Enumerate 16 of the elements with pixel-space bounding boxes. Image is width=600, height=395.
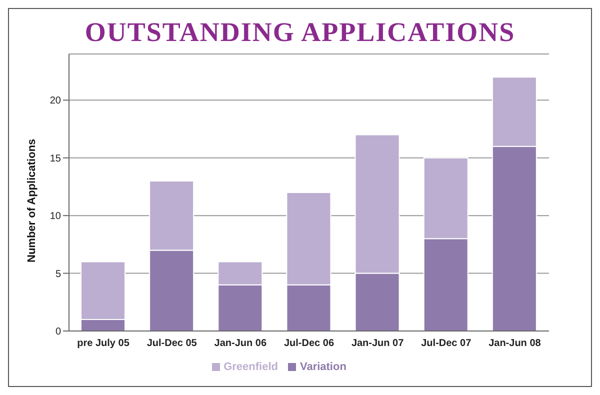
y-tick-label: 10: [50, 211, 62, 222]
x-tick-label: Jul-Dec 07: [421, 338, 472, 350]
x-tick-label: Jul-Dec 06: [284, 338, 334, 350]
y-tick-label: 0: [55, 326, 62, 338]
y-axis-title: Number of Applications: [26, 138, 38, 262]
legend-label: Greenfield: [224, 361, 278, 373]
x-tick-label: Jan-Jun 08: [488, 338, 542, 350]
y-tick-label: 15: [50, 153, 62, 164]
x-tick-label: Jul-Dec 05: [146, 338, 198, 350]
legend-label: Variation: [300, 361, 346, 373]
y-tick-label: 5: [55, 268, 62, 280]
x-tick-label: pre July 05: [77, 338, 130, 350]
x-tick-label: Jan-Jun 07: [351, 338, 404, 350]
x-tick-label: Jan-Jun 06: [214, 338, 267, 350]
y-tick-label: 20: [50, 96, 62, 107]
chart-title: OUTSTANDING APPLICATIONS: [84, 17, 516, 48]
